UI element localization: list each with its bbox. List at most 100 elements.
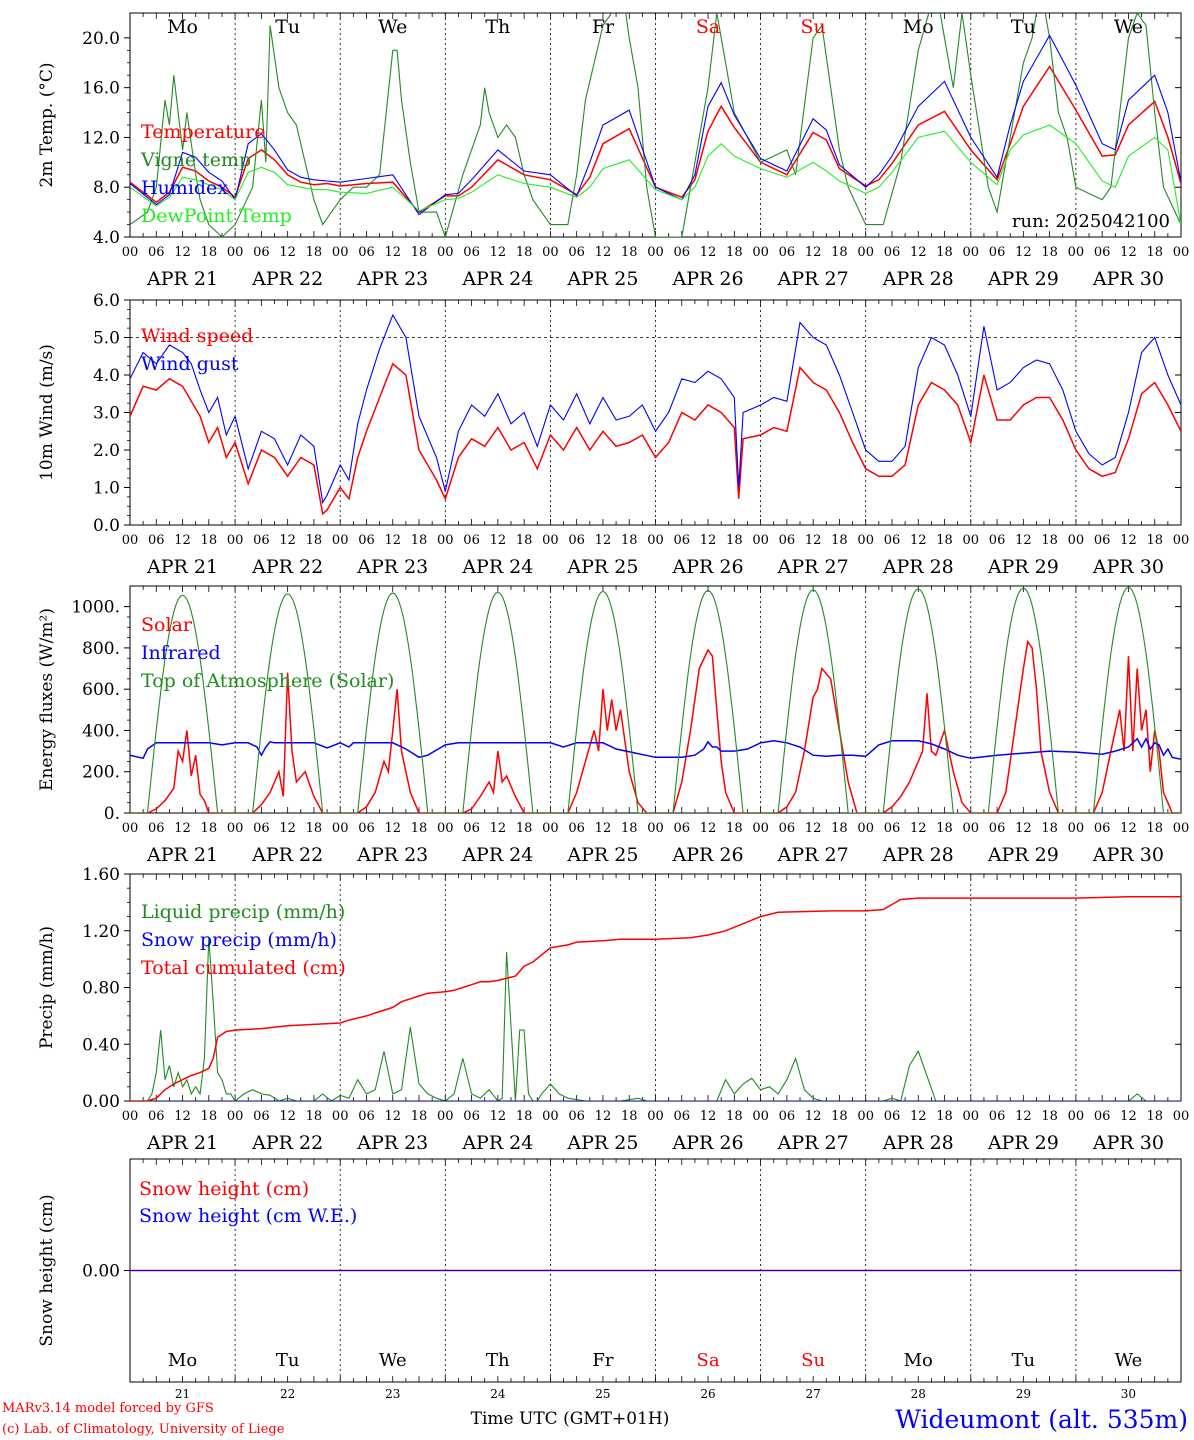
precip-hour-tick-label: 12 xyxy=(595,1109,612,1124)
precip-date-label: APR 28 xyxy=(882,1132,954,1154)
precip-hour-tick-label: 18 xyxy=(726,1109,743,1124)
wind-date-label: APR 25 xyxy=(566,556,638,578)
energy-y-tick-label: 0. xyxy=(104,804,120,824)
credit-line-1: MARv3.14 model forced by GFS xyxy=(2,1401,214,1416)
wind-hour-tick-label: 12 xyxy=(1015,533,1032,548)
precip-hour-tick-label: 06 xyxy=(463,1109,480,1124)
temperature-hour-tick-label: 00 xyxy=(963,245,980,260)
precip-y-tick-label: 0.80 xyxy=(82,979,120,999)
wind-y-tick-label: 4.0 xyxy=(93,366,120,386)
wind-hour-tick-label: 18 xyxy=(306,533,323,548)
snow-day-number: 22 xyxy=(280,1387,295,1401)
energy-hour-tick-label: 12 xyxy=(805,821,822,836)
temperature-hour-tick-label: 00 xyxy=(752,245,769,260)
wind-hour-tick-label: 06 xyxy=(148,533,165,548)
energy-hour-tick-label: 06 xyxy=(884,821,901,836)
precip-hour-tick-label: 18 xyxy=(516,1109,533,1124)
precip-y-axis-label: Precip (mm/h) xyxy=(37,926,57,1049)
snow-day-number: 29 xyxy=(1016,1387,1031,1401)
snow-day-number: 28 xyxy=(911,1387,926,1401)
temperature-date-label: APR 22 xyxy=(251,268,323,290)
energy-series-solar xyxy=(130,639,1181,813)
energy-y-tick-label: 1000. xyxy=(71,598,120,618)
snow-weekday-label: Su xyxy=(801,1350,825,1371)
snow-day-number: 27 xyxy=(806,1387,821,1401)
precip-hour-tick-label: 00 xyxy=(647,1109,664,1124)
station-title: Wideumont (alt. 535m) xyxy=(895,1405,1188,1434)
temperature-hour-tick-label: 00 xyxy=(437,245,454,260)
energy-hour-tick-label: 06 xyxy=(148,821,165,836)
wind-hour-tick-label: 00 xyxy=(647,533,664,548)
energy-plot-frame xyxy=(129,585,1182,814)
temperature-hour-tick-label: 00 xyxy=(1068,245,1085,260)
wind-hour-tick-label: 12 xyxy=(174,533,191,548)
precip-hour-tick-label: 12 xyxy=(805,1109,822,1124)
wind-hour-tick-label: 18 xyxy=(516,533,533,548)
wind-hour-tick-label: 00 xyxy=(1173,533,1190,548)
snow-weekday-label: Th xyxy=(486,1350,510,1371)
precip-hour-tick-label: 06 xyxy=(358,1109,375,1124)
temperature-hour-tick-label: 12 xyxy=(1015,245,1032,260)
temperature-hour-tick-label: 06 xyxy=(253,245,270,260)
energy-y-axis-label: Energy fluxes (W/m²) xyxy=(37,608,57,791)
energy-hour-tick-label: 00 xyxy=(227,821,244,836)
weekday-label: We xyxy=(1114,16,1143,38)
precip-hour-tick-label: 12 xyxy=(700,1109,717,1124)
precip-date-label: APR 23 xyxy=(356,1132,428,1154)
energy-date-label: APR 26 xyxy=(672,844,744,866)
temperature-hour-tick-label: 18 xyxy=(621,245,638,260)
wind-hour-tick-label: 00 xyxy=(963,533,980,548)
wind-hour-tick-label: 00 xyxy=(1068,533,1085,548)
energy-hour-tick-label: 18 xyxy=(831,821,848,836)
precip-legend-entry: Total cumulated (cm) xyxy=(141,957,346,979)
energy-date-label: APR 25 xyxy=(566,844,638,866)
precip-hour-tick-label: 12 xyxy=(384,1109,401,1124)
temperature-series-dewpoint-temp xyxy=(130,124,1181,225)
precip-hour-tick-label: 18 xyxy=(936,1109,953,1124)
temperature-hour-tick-label: 18 xyxy=(516,245,533,260)
temperature-hour-tick-label: 18 xyxy=(1041,245,1058,260)
wind-series-wind-gust xyxy=(130,313,1181,505)
energy-hour-tick-label: 18 xyxy=(411,821,428,836)
energy-hour-tick-label: 00 xyxy=(857,821,874,836)
temperature-hour-tick-label: 00 xyxy=(1173,245,1190,260)
x-axis-title: Time UTC (GMT+01H) xyxy=(471,1409,670,1429)
weekday-label: Sa xyxy=(696,16,720,38)
energy-hour-tick-label: 00 xyxy=(963,821,980,836)
precip-hour-tick-label: 00 xyxy=(752,1109,769,1124)
precip-y-tick-label: 1.20 xyxy=(82,922,120,942)
snow-day-number: 26 xyxy=(700,1387,715,1401)
wind-hour-tick-label: 06 xyxy=(253,533,270,548)
temperature-date-label: APR 23 xyxy=(356,268,428,290)
precip-date-label: APR 26 xyxy=(672,1132,744,1154)
snow-y-tick-label: 0.00 xyxy=(82,1262,120,1282)
wind-legend-entry: Wind gust xyxy=(141,353,239,375)
wind-hour-tick-label: 12 xyxy=(279,533,296,548)
wind-y-tick-label: 0.0 xyxy=(93,516,120,536)
energy-legend-entry: Solar xyxy=(141,614,193,636)
credit-line-2: (c) Lab. of Climatology, University of L… xyxy=(2,1422,285,1437)
snow-weekday-label: Tu xyxy=(276,1350,300,1371)
wind-hour-tick-label: 06 xyxy=(568,533,585,548)
snow-y-axis-label: Snow height (cm) xyxy=(37,1194,57,1346)
temperature-hour-tick-label: 06 xyxy=(674,245,691,260)
wind-date-label: APR 22 xyxy=(251,556,323,578)
temperature-hour-tick-label: 06 xyxy=(568,245,585,260)
wind-hour-tick-label: 06 xyxy=(358,533,375,548)
energy-hour-tick-label: 18 xyxy=(516,821,533,836)
temperature-hour-tick-label: 12 xyxy=(384,245,401,260)
temperature-date-label: APR 28 xyxy=(882,268,954,290)
snow-weekday-label: Fr xyxy=(592,1350,613,1371)
wind-hour-tick-label: 12 xyxy=(384,533,401,548)
wind-y-tick-label: 1.0 xyxy=(93,479,120,499)
weekday-label: Su xyxy=(801,16,826,38)
precip-series-total-cumulated-cm- xyxy=(130,895,1181,1101)
snow-weekday-label: We xyxy=(1115,1350,1143,1371)
temperature-hour-tick-label: 00 xyxy=(332,245,349,260)
temperature-hour-tick-label: 06 xyxy=(1094,245,1111,260)
temperature-date-label: APR 21 xyxy=(146,268,218,290)
wind-date-label: APR 24 xyxy=(461,556,533,578)
snow-weekday-label: Tu xyxy=(1012,1350,1036,1371)
temperature-hour-tick-label: 18 xyxy=(306,245,323,260)
temperature-hour-tick-label: 12 xyxy=(490,245,507,260)
